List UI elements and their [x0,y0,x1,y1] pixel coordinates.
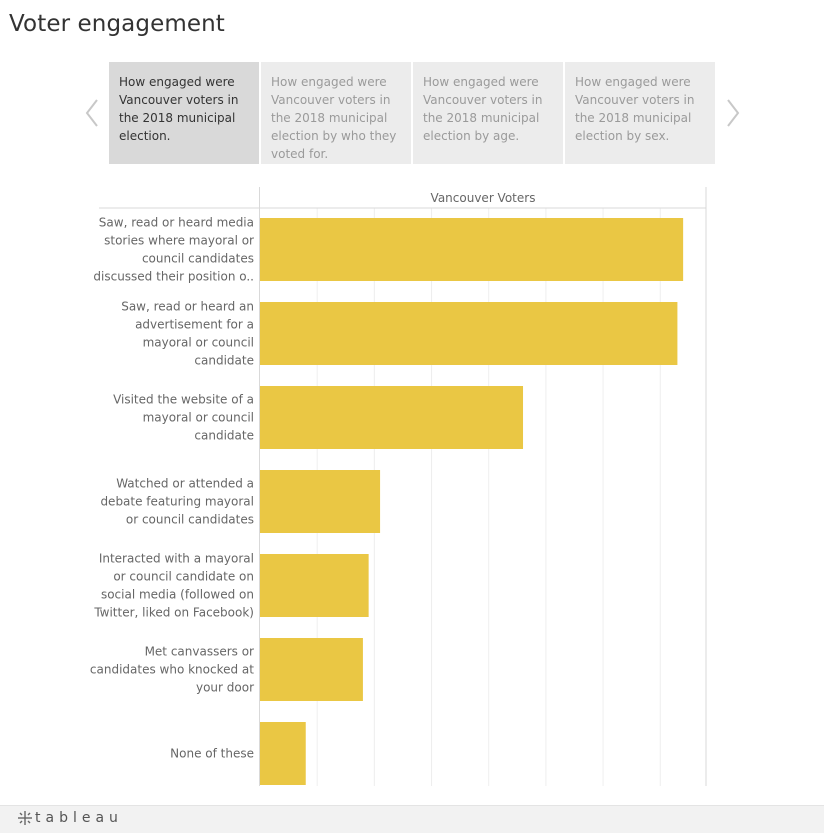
category-label: social media (followed on [101,588,254,602]
category-label: stories where mayoral or [104,234,254,248]
category-label: advertisement for a [135,318,254,332]
story-point-3[interactable]: How engaged were Vancouver voters in the… [413,62,563,164]
column-header: Vancouver Voters [431,191,536,205]
bar-2 [260,302,678,365]
story-point-4[interactable]: How engaged were Vancouver voters in the… [565,62,715,164]
category-label: None of these [170,747,254,761]
bar-3 [260,386,524,449]
bar-chart: Vancouver Voters Saw, read or heard media… [90,187,707,786]
category-label: Saw, read or heard media [99,216,254,230]
tableau-logo-icon [18,811,32,825]
category-label: Interacted with a mayoral [99,552,254,566]
story-point-2[interactable]: How engaged were Vancouver voters in the… [261,62,411,164]
footer-bar: tableau [0,805,824,833]
story-point-1[interactable]: How engaged were Vancouver voters in the… [109,62,259,164]
bar-1 [260,218,684,281]
category-label: mayoral or council [143,336,254,350]
category-label: or council candidates [126,513,254,527]
category-label: Saw, read or heard an [121,300,254,314]
category-label: Visited the website of a [113,393,254,407]
tableau-logo[interactable]: tableau [17,810,123,826]
bar-7 [260,722,306,785]
category-label: council candidates [142,252,254,266]
tableau-wordmark: tableau [35,810,123,826]
category-label: candidate [194,354,254,368]
page-title: Voter engagement [9,11,225,37]
category-label: Twitter, liked on Facebook) [93,606,254,620]
category-label: discussed their position o.. [93,270,254,284]
chevron-right-icon[interactable] [721,96,745,130]
category-label: your door [196,681,254,695]
category-label: debate featuring mayoral [100,495,254,509]
category-label: mayoral or council [143,411,254,425]
bar-4 [260,470,381,533]
category-label: Watched or attended a [116,477,254,491]
category-label: or council candidate on [113,570,254,584]
bar-6 [260,638,363,701]
story-point-navigator: How engaged were Vancouver voters in the… [109,62,715,164]
category-label: candidates who knocked at [90,663,254,677]
category-label: candidate [194,429,254,443]
bar-5 [260,554,369,617]
chevron-left-icon[interactable] [80,96,104,130]
category-label: Met canvassers or [145,645,254,659]
